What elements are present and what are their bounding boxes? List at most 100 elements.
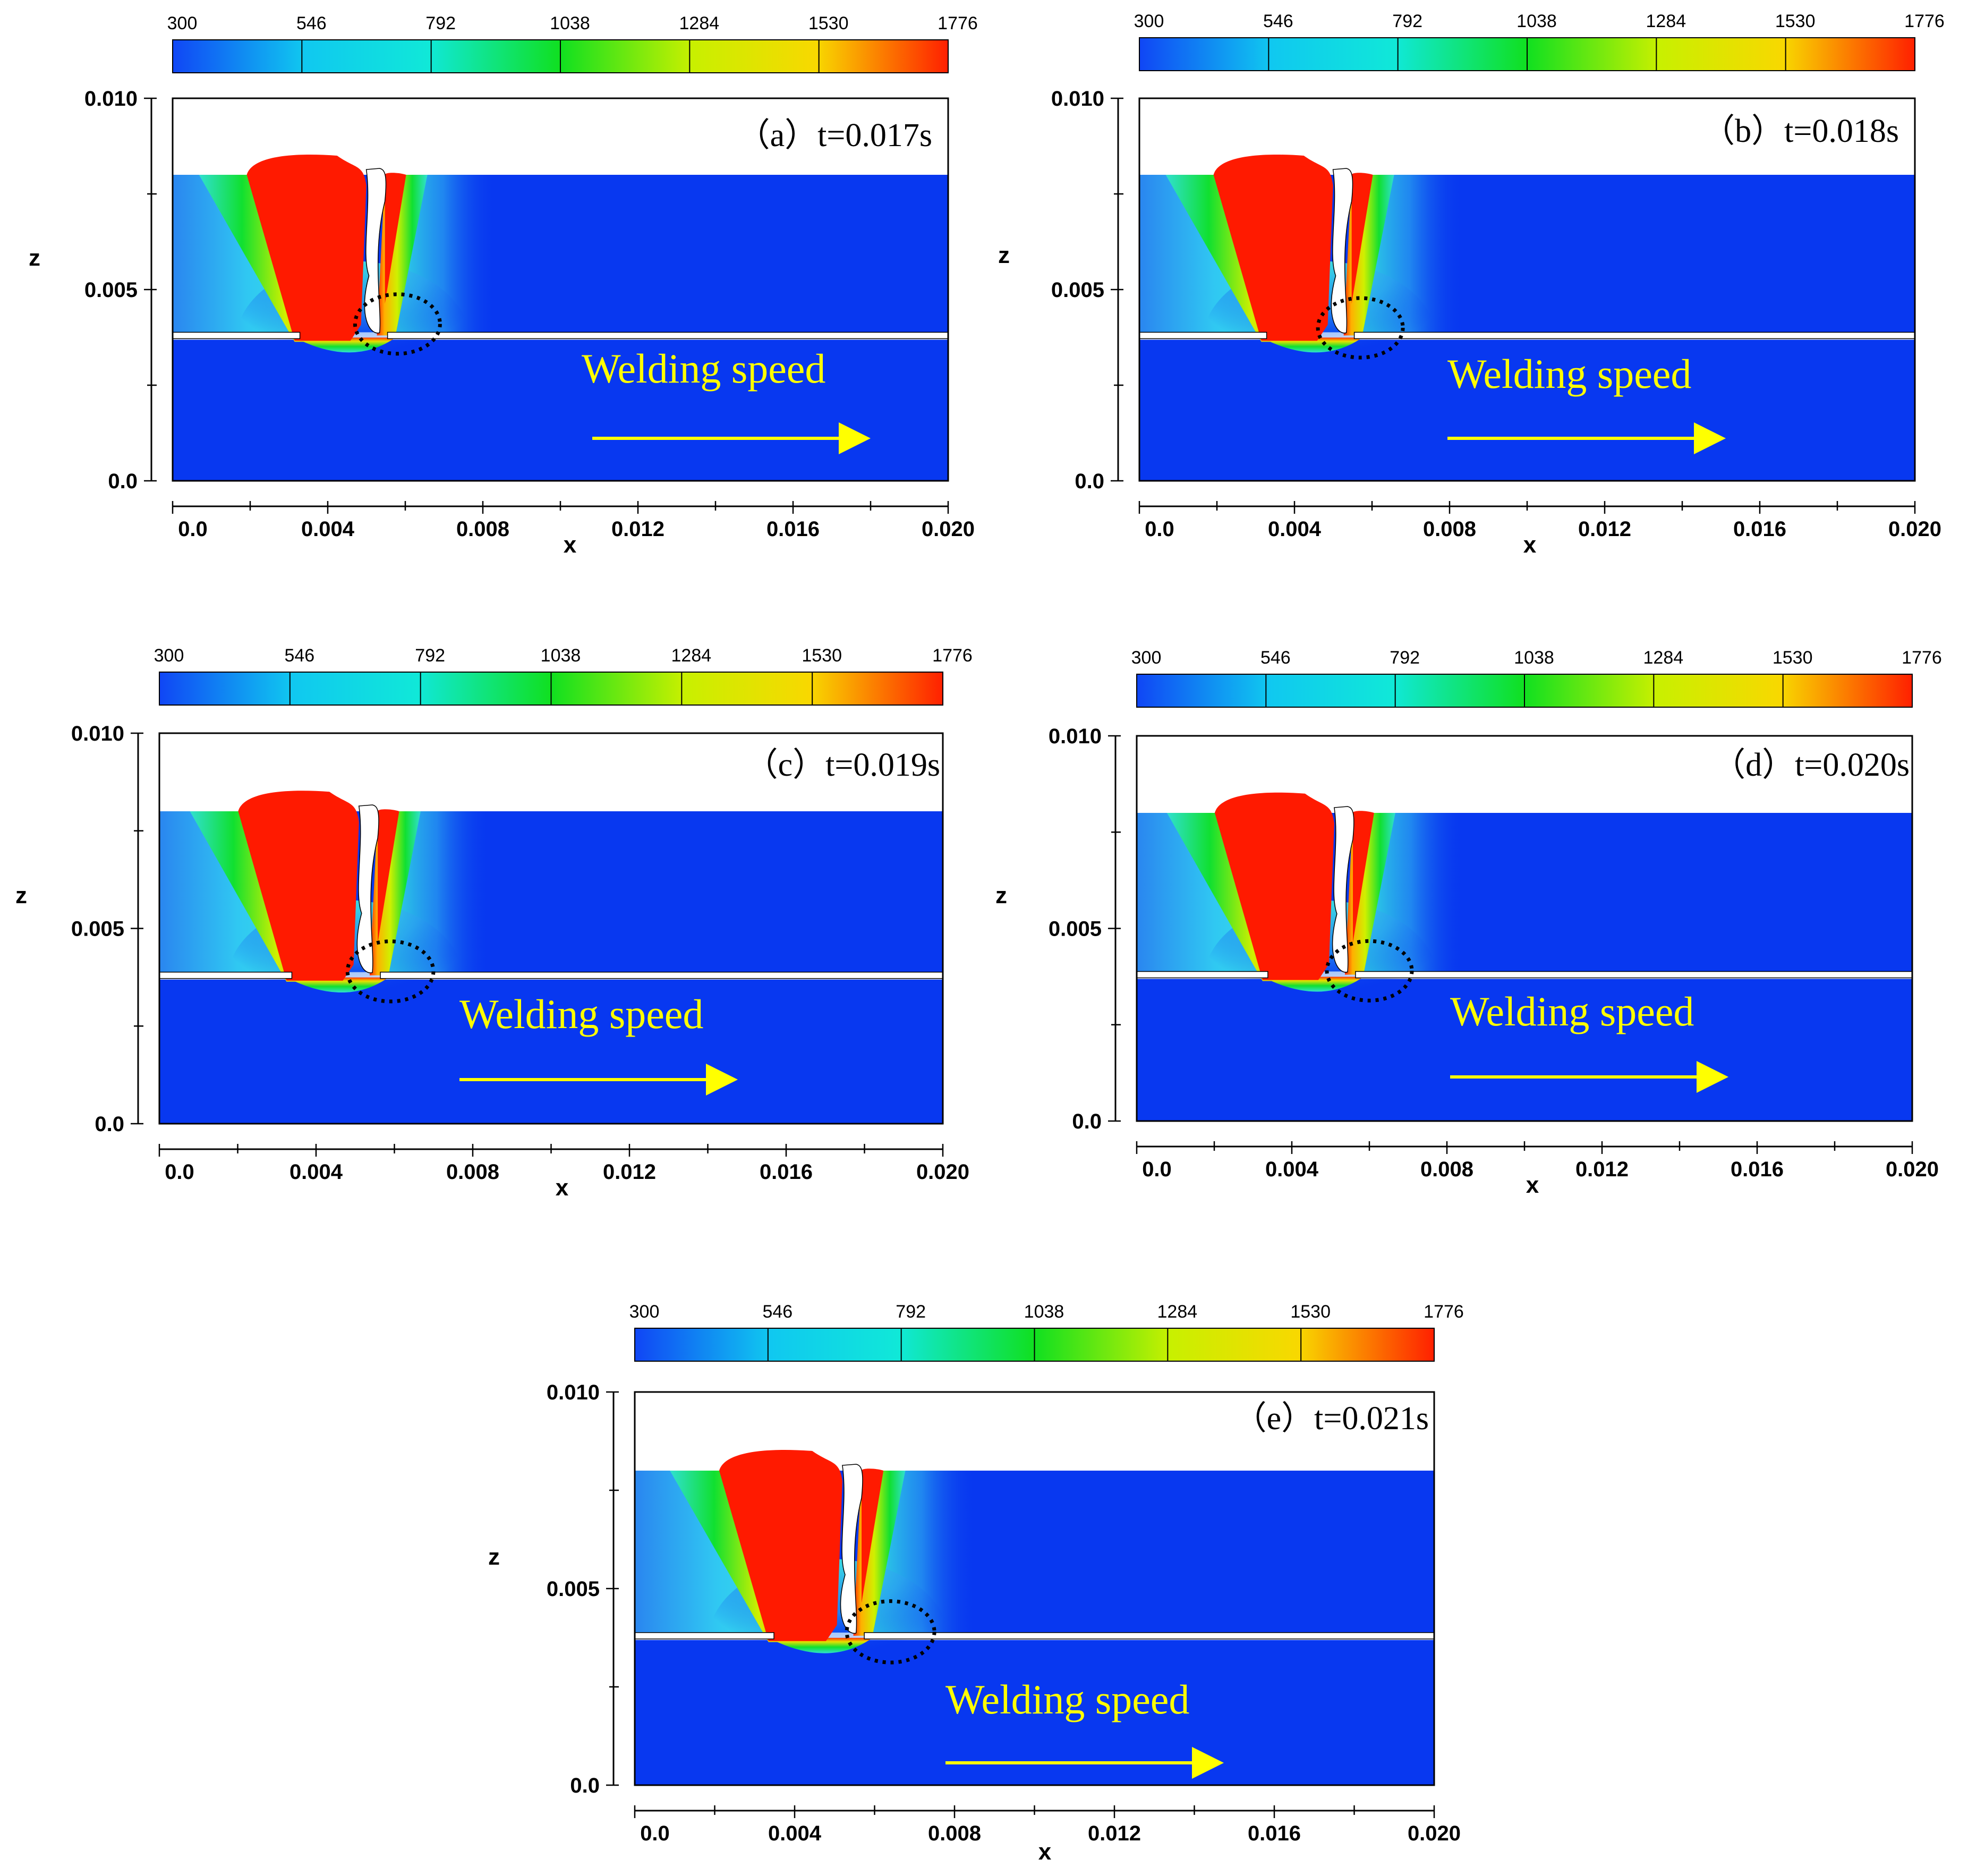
highlight-circle bbox=[1325, 939, 1414, 1003]
y-tick-label: 0.010 bbox=[71, 722, 124, 745]
lap-gap bbox=[634, 1632, 774, 1640]
y-tick-label: 0.0 bbox=[1075, 470, 1104, 493]
x-tick-label: 0.004 bbox=[768, 1822, 822, 1845]
y-tick-label: 0.010 bbox=[547, 1381, 600, 1404]
colorbar-tick-label: 1038 bbox=[1514, 648, 1554, 668]
keyhole bbox=[1332, 806, 1354, 973]
x-tick-label: 0.008 bbox=[446, 1160, 499, 1184]
x-axis-label: x bbox=[556, 1175, 569, 1201]
y-axis-label: z bbox=[998, 242, 1010, 268]
x-tick-label: 0.012 bbox=[603, 1160, 656, 1184]
molten-lip-right bbox=[378, 809, 399, 944]
x-tick-label: 0.020 bbox=[1408, 1822, 1461, 1845]
plot-frame bbox=[634, 1391, 1435, 1786]
plot-frame bbox=[1138, 97, 1916, 482]
x-tick-label: 0.020 bbox=[922, 517, 975, 541]
colorbar-tick-label: 1284 bbox=[1643, 648, 1684, 668]
x-tick-label: 0.012 bbox=[1575, 1158, 1629, 1181]
x-axis-label: x bbox=[1038, 1839, 1052, 1865]
colorbar-tick-label: 1776 bbox=[932, 646, 973, 666]
y-tick-label: 0.005 bbox=[1051, 278, 1104, 302]
molten-pool bbox=[238, 791, 359, 981]
x-tick-label: 0.008 bbox=[928, 1822, 981, 1845]
panel-label: （c）t=0.019s bbox=[745, 747, 940, 783]
colorbar-tick-label: 792 bbox=[415, 646, 445, 666]
x-tick-label: 0.020 bbox=[1886, 1158, 1939, 1181]
colorbar-tick-label: 1038 bbox=[1024, 1302, 1064, 1322]
welding-speed-label: Welding speed bbox=[1450, 988, 1694, 1034]
colorbar-tick-label: 1530 bbox=[802, 646, 842, 666]
y-tick-label: 0.0 bbox=[108, 470, 138, 493]
x-axis-label: x bbox=[564, 532, 577, 558]
x-tick-label: 0.016 bbox=[1731, 1158, 1784, 1181]
lap-gap bbox=[380, 971, 943, 979]
lap-gap bbox=[172, 332, 301, 339]
plot-frame bbox=[158, 732, 944, 1125]
colorbar-tick-label: 1038 bbox=[550, 13, 590, 33]
molten-pool bbox=[1213, 154, 1333, 341]
x-axis-label: x bbox=[1526, 1172, 1539, 1198]
y-tick-label: 0.010 bbox=[84, 87, 138, 111]
welding-speed-label: Welding speed bbox=[945, 1676, 1189, 1722]
molten-lip-right bbox=[385, 173, 406, 304]
colorbar-tick-label: 792 bbox=[1390, 648, 1420, 668]
colorbar-tick-label: 1530 bbox=[808, 13, 849, 33]
panel-b: 300 546 792 1038 1284 1530 1776 0.0 0.004 0.008 0… bbox=[998, 11, 1945, 558]
x-tick-label: 0.020 bbox=[1888, 517, 1941, 541]
keyhole bbox=[364, 168, 387, 334]
colorbar-tick-label: 1776 bbox=[1902, 648, 1942, 668]
panel-a: 300 546 792 1038 1284 1530 1776 0.0 0.004 0.008 0… bbox=[29, 13, 978, 558]
colorbar-tick-label: 1776 bbox=[1904, 11, 1945, 31]
y-tick-label: 0.005 bbox=[547, 1577, 600, 1601]
colorbar-tick-label: 1530 bbox=[1773, 648, 1813, 668]
y-tick-label: 0.010 bbox=[1051, 87, 1104, 111]
colorbar-tick-label: 546 bbox=[296, 13, 327, 33]
x-tick-label: 0.0 bbox=[165, 1160, 194, 1184]
x-tick-label: 0.004 bbox=[1265, 1158, 1319, 1181]
panel-e: 300 546 792 1038 1284 1530 1776 0.0 0.004 0.008 0… bbox=[488, 1302, 1464, 1865]
colorbar-tick-label: 1776 bbox=[1424, 1302, 1464, 1322]
molten-pool bbox=[1214, 792, 1334, 980]
lap-gap bbox=[1353, 332, 1915, 339]
x-tick-label: 0.008 bbox=[456, 517, 509, 541]
panel-c: 300 546 792 1038 1284 1530 1776 0.0 0.004 0.008 0… bbox=[15, 646, 973, 1201]
x-tick-label: 0.0 bbox=[1145, 517, 1174, 541]
plot-frame bbox=[1136, 735, 1913, 1122]
y-tick-label: 0.005 bbox=[1049, 918, 1102, 941]
x-axis-label: x bbox=[1523, 532, 1537, 558]
colorbar-tick-label: 1776 bbox=[938, 13, 978, 33]
colorbar-tick-label: 300 bbox=[1134, 11, 1164, 31]
thermal-band-bottom bbox=[286, 977, 389, 993]
x-tick-label: 0.016 bbox=[760, 1160, 813, 1184]
lap-gap bbox=[864, 1632, 1435, 1640]
highlight-circle bbox=[1316, 296, 1405, 360]
x-tick-label: 0.004 bbox=[289, 1160, 343, 1184]
colorbar-tick-label: 1038 bbox=[541, 646, 581, 666]
colorbar-tick-label: 1284 bbox=[1157, 1302, 1198, 1322]
colorbar-tick-label: 792 bbox=[1392, 11, 1422, 31]
panel-label: （e）t=0.021s bbox=[1234, 1400, 1429, 1437]
colorbar-tick-label: 1530 bbox=[1290, 1302, 1331, 1322]
x-tick-label: 0.0 bbox=[1142, 1158, 1172, 1181]
x-tick-label: 0.004 bbox=[1268, 517, 1322, 541]
panel-d: 300 546 792 1038 1284 1530 1776 0.0 0.004 0.008 0… bbox=[995, 648, 1942, 1198]
molten-lip-right bbox=[1351, 173, 1373, 304]
x-tick-label: 0.016 bbox=[1248, 1822, 1301, 1845]
colorbar-tick-label: 1284 bbox=[1646, 11, 1686, 31]
y-axis-label: z bbox=[15, 882, 27, 909]
colorbar-tick-label: 300 bbox=[629, 1302, 660, 1322]
y-tick-label: 0.0 bbox=[95, 1113, 124, 1136]
lap-gap bbox=[159, 971, 293, 979]
x-tick-label: 0.0 bbox=[640, 1822, 670, 1845]
x-tick-label: 0.020 bbox=[916, 1160, 969, 1184]
x-tick-label: 0.016 bbox=[1733, 517, 1786, 541]
x-tick-label: 0.008 bbox=[1423, 517, 1476, 541]
keyhole bbox=[840, 1464, 863, 1634]
highlight-circle bbox=[845, 1599, 936, 1665]
colorbar-tick-label: 546 bbox=[1260, 648, 1291, 668]
thermal-band-bottom bbox=[768, 1637, 873, 1653]
y-tick-label: 0.0 bbox=[570, 1774, 600, 1797]
lap-gap bbox=[1355, 971, 1913, 979]
colorbar-tick-label: 792 bbox=[896, 1302, 926, 1322]
lap-gap bbox=[1139, 332, 1267, 339]
